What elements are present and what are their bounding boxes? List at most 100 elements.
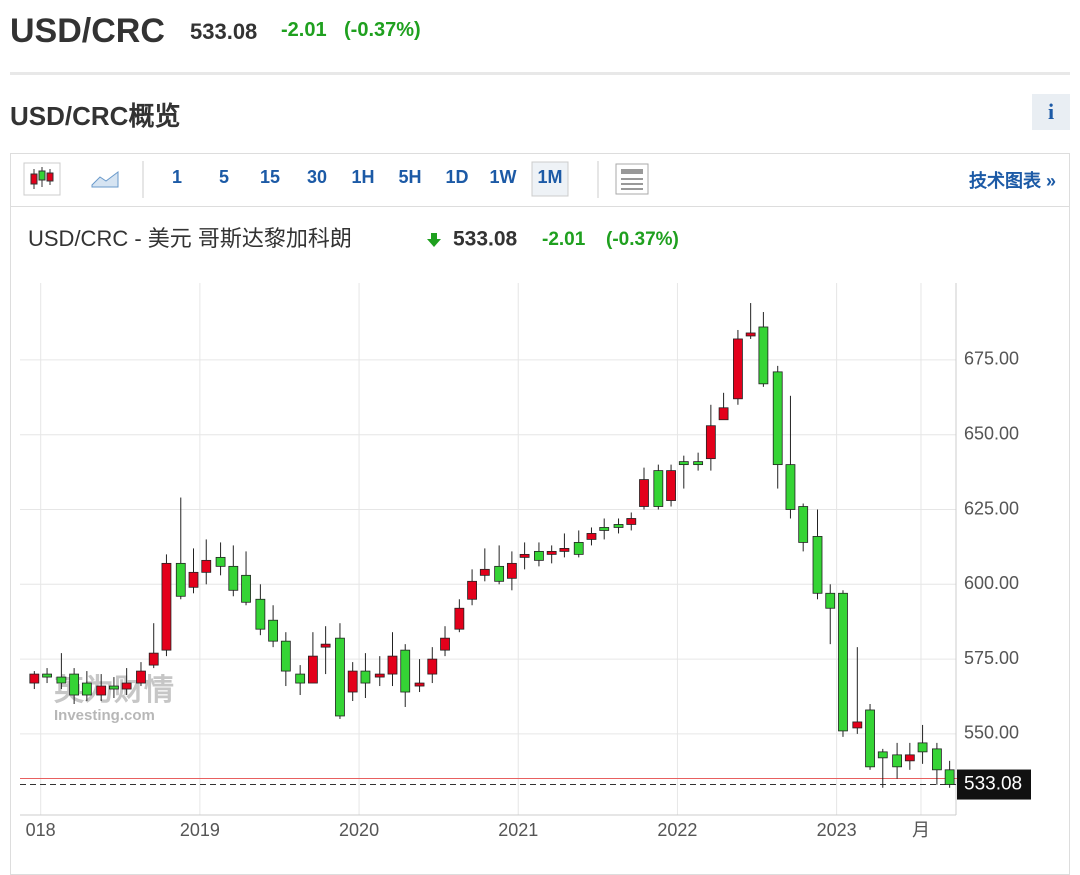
candle-body — [573, 542, 584, 555]
candle-body — [136, 670, 146, 684]
candle-body — [877, 751, 888, 759]
candle-body — [892, 754, 903, 768]
candle-body — [718, 407, 729, 421]
candle-body — [81, 682, 92, 696]
candle-body — [69, 673, 80, 696]
change: -2.01 — [281, 19, 327, 41]
x-tick-label: 2023 — [817, 820, 857, 840]
toolbar-border — [11, 206, 1069, 207]
divider — [10, 72, 1070, 75]
candle-body — [121, 682, 132, 690]
interval-button[interactable]: 5H — [398, 167, 422, 187]
chart-title: USD/CRC - 美元 哥斯达黎加科朗 — [28, 226, 352, 251]
candle-body — [188, 571, 199, 588]
candle-body — [613, 524, 624, 528]
candle-body — [295, 673, 306, 684]
x-tick-label: 2021 — [498, 820, 538, 840]
candle-body — [639, 479, 649, 507]
candle-body — [519, 553, 530, 558]
candle-body — [798, 506, 809, 543]
candle-body — [506, 562, 517, 579]
line-icon[interactable] — [91, 171, 119, 188]
candle-body — [758, 326, 769, 385]
candle-body — [494, 565, 505, 582]
candle-body — [161, 562, 172, 651]
x-tick-label: 018 — [26, 820, 56, 840]
chart-price: 533.08 — [453, 228, 518, 251]
candle-body — [268, 619, 279, 642]
candle-body — [109, 685, 119, 690]
price: 533.08 — [190, 19, 258, 44]
interval-button[interactable]: 1D — [445, 167, 469, 187]
watermark: Investing.com — [54, 707, 155, 724]
candle-body — [559, 548, 570, 552]
symbol: USD/CRC — [10, 12, 165, 50]
candle-body — [56, 676, 67, 684]
last-price-box — [957, 769, 1031, 800]
y-tick-label: 575.00 — [964, 648, 1019, 668]
interval-button[interactable]: 5 — [218, 167, 230, 187]
candle-body — [360, 670, 371, 684]
candle-body — [678, 461, 689, 466]
candle-body — [534, 550, 544, 561]
y-tick-label: 675.00 — [964, 349, 1019, 369]
active-interval-box — [531, 161, 569, 197]
y-tick-label: 600.00 — [964, 573, 1019, 593]
candle-body — [427, 658, 438, 675]
candle-body — [931, 748, 942, 771]
candle-body — [546, 550, 557, 555]
table-icon[interactable] — [615, 163, 649, 195]
toolbar-icons — [23, 161, 649, 198]
candle-body — [599, 527, 610, 531]
candle-body — [400, 649, 411, 693]
interval-button[interactable]: 1H — [351, 167, 375, 187]
candle-body — [852, 721, 863, 729]
interval-button[interactable]: 30 — [306, 167, 328, 187]
candle-body — [42, 673, 52, 678]
candle-body — [825, 592, 836, 609]
candle-body — [467, 580, 477, 600]
candle-body — [666, 470, 676, 501]
info-button[interactable]: i — [1032, 94, 1070, 130]
x-tick-label: 2020 — [339, 820, 379, 840]
candle-body — [148, 652, 159, 666]
candle-body — [215, 556, 226, 567]
candle-body — [812, 536, 823, 594]
tech-chart-link[interactable]: 技术图表 » — [968, 171, 1056, 191]
candle-body — [626, 518, 637, 525]
chart-change: -2.01 — [542, 229, 586, 250]
candle-body — [785, 464, 796, 510]
candle-body — [440, 637, 450, 651]
candle-body — [255, 598, 266, 630]
section-title: USD/CRC概览 — [10, 101, 181, 131]
candle-body — [865, 709, 875, 768]
candle-body — [693, 461, 704, 466]
candle-body — [335, 637, 345, 717]
interval-button-active[interactable]: 1M — [537, 167, 563, 187]
candle-body — [479, 568, 490, 576]
candle-body — [733, 338, 743, 400]
x-tick-label: 月 — [912, 820, 930, 840]
candle-body — [745, 332, 756, 337]
candle-icon[interactable] — [23, 162, 61, 196]
candle-body — [904, 754, 915, 762]
candle-body — [838, 592, 848, 732]
interval-button[interactable]: 1W — [489, 167, 517, 187]
candle-body — [387, 655, 398, 675]
candle-body — [280, 640, 291, 672]
last-price-label: 533.08 — [964, 774, 1022, 795]
candle-body — [320, 643, 331, 648]
candle-body — [347, 670, 358, 693]
candle-body — [586, 533, 597, 540]
interval-button[interactable]: 15 — [259, 167, 281, 187]
candle-body — [29, 673, 40, 684]
chart-change-pct: (-0.37%) — [606, 229, 679, 250]
interval-button[interactable]: 1 — [171, 167, 183, 187]
change-pct: (-0.37%) — [344, 19, 421, 41]
y-tick-label: 625.00 — [964, 498, 1019, 518]
x-tick-label: 2019 — [180, 820, 220, 840]
candle-body — [653, 470, 664, 507]
down-arrow — [427, 233, 441, 247]
